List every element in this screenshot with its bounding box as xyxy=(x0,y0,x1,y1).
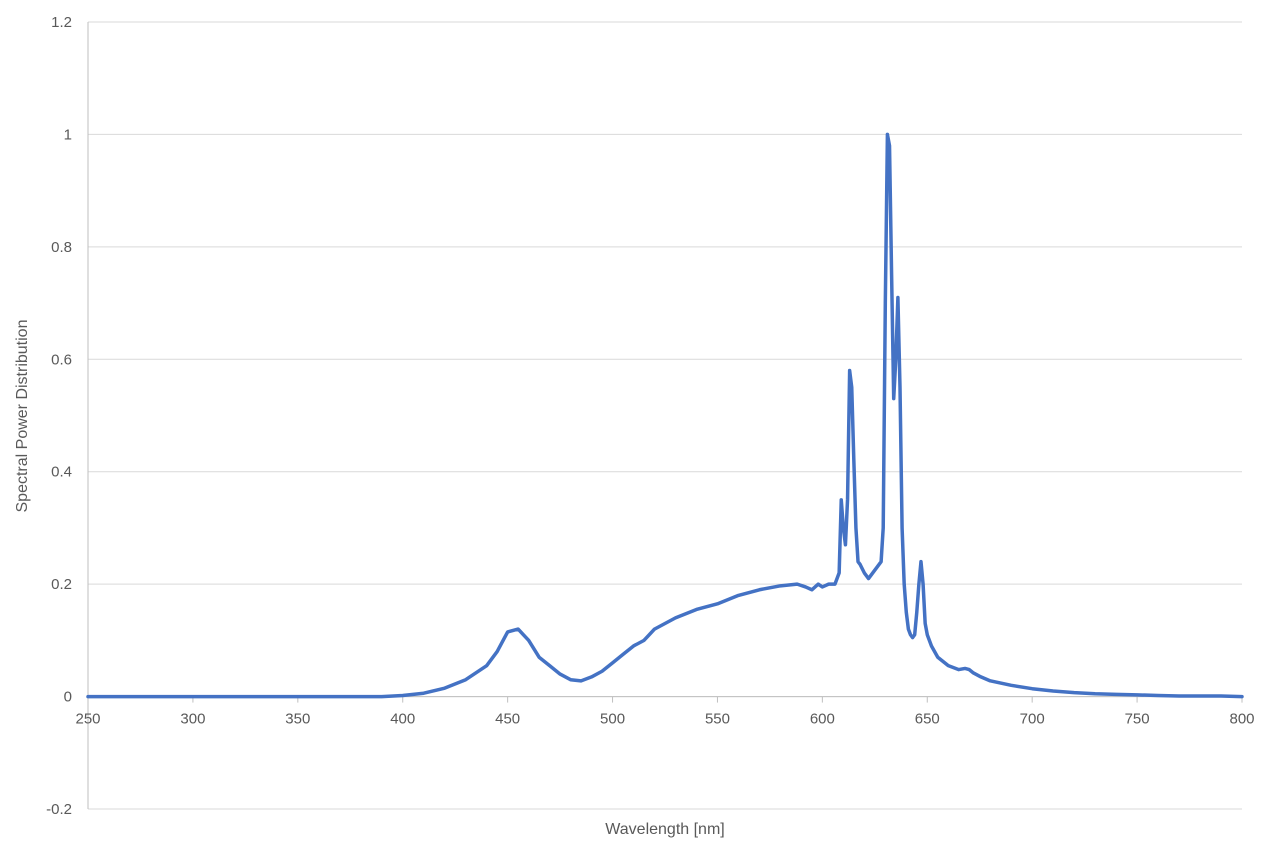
series-group xyxy=(86,132,1244,699)
y-tick-label: 0.6 xyxy=(51,351,72,368)
y-tick-label: 0 xyxy=(64,689,72,706)
x-tick-label: 500 xyxy=(600,711,625,728)
y-tick-label: 0.4 xyxy=(51,464,72,481)
x-tick-label: 650 xyxy=(915,711,940,728)
x-tick-label: 550 xyxy=(705,711,730,728)
x-tick-label: 300 xyxy=(180,711,205,728)
y-tick-labels: -0.2 0 0.2 0.4 0.6 0.8 1 1.2 xyxy=(46,14,72,818)
y-tick-label: 0.8 xyxy=(51,239,72,256)
series-line xyxy=(86,132,1244,699)
y-tick-label: 1.2 xyxy=(51,14,72,31)
x-axis-title: Wavelength [nm] xyxy=(605,821,724,838)
x-tick-labels: 250 300 350 400 450 500 550 600 650 700 750 800 xyxy=(75,711,1254,728)
y-tick-label: 0.2 xyxy=(51,576,72,593)
x-tick-label: 450 xyxy=(495,711,520,728)
x-tick-label: 700 xyxy=(1020,711,1045,728)
x-tick-label: 750 xyxy=(1125,711,1150,728)
x-tick-label: 800 xyxy=(1229,711,1254,728)
x-tick-label: 350 xyxy=(285,711,310,728)
x-tick-label: 600 xyxy=(810,711,835,728)
y-axis-title: Spectral Power Distribution xyxy=(14,320,31,513)
y-tick-label: -0.2 xyxy=(46,801,72,818)
y-tick-label: 1 xyxy=(64,126,72,143)
x-tick-label: 250 xyxy=(75,711,100,728)
x-tick-label: 400 xyxy=(390,711,415,728)
